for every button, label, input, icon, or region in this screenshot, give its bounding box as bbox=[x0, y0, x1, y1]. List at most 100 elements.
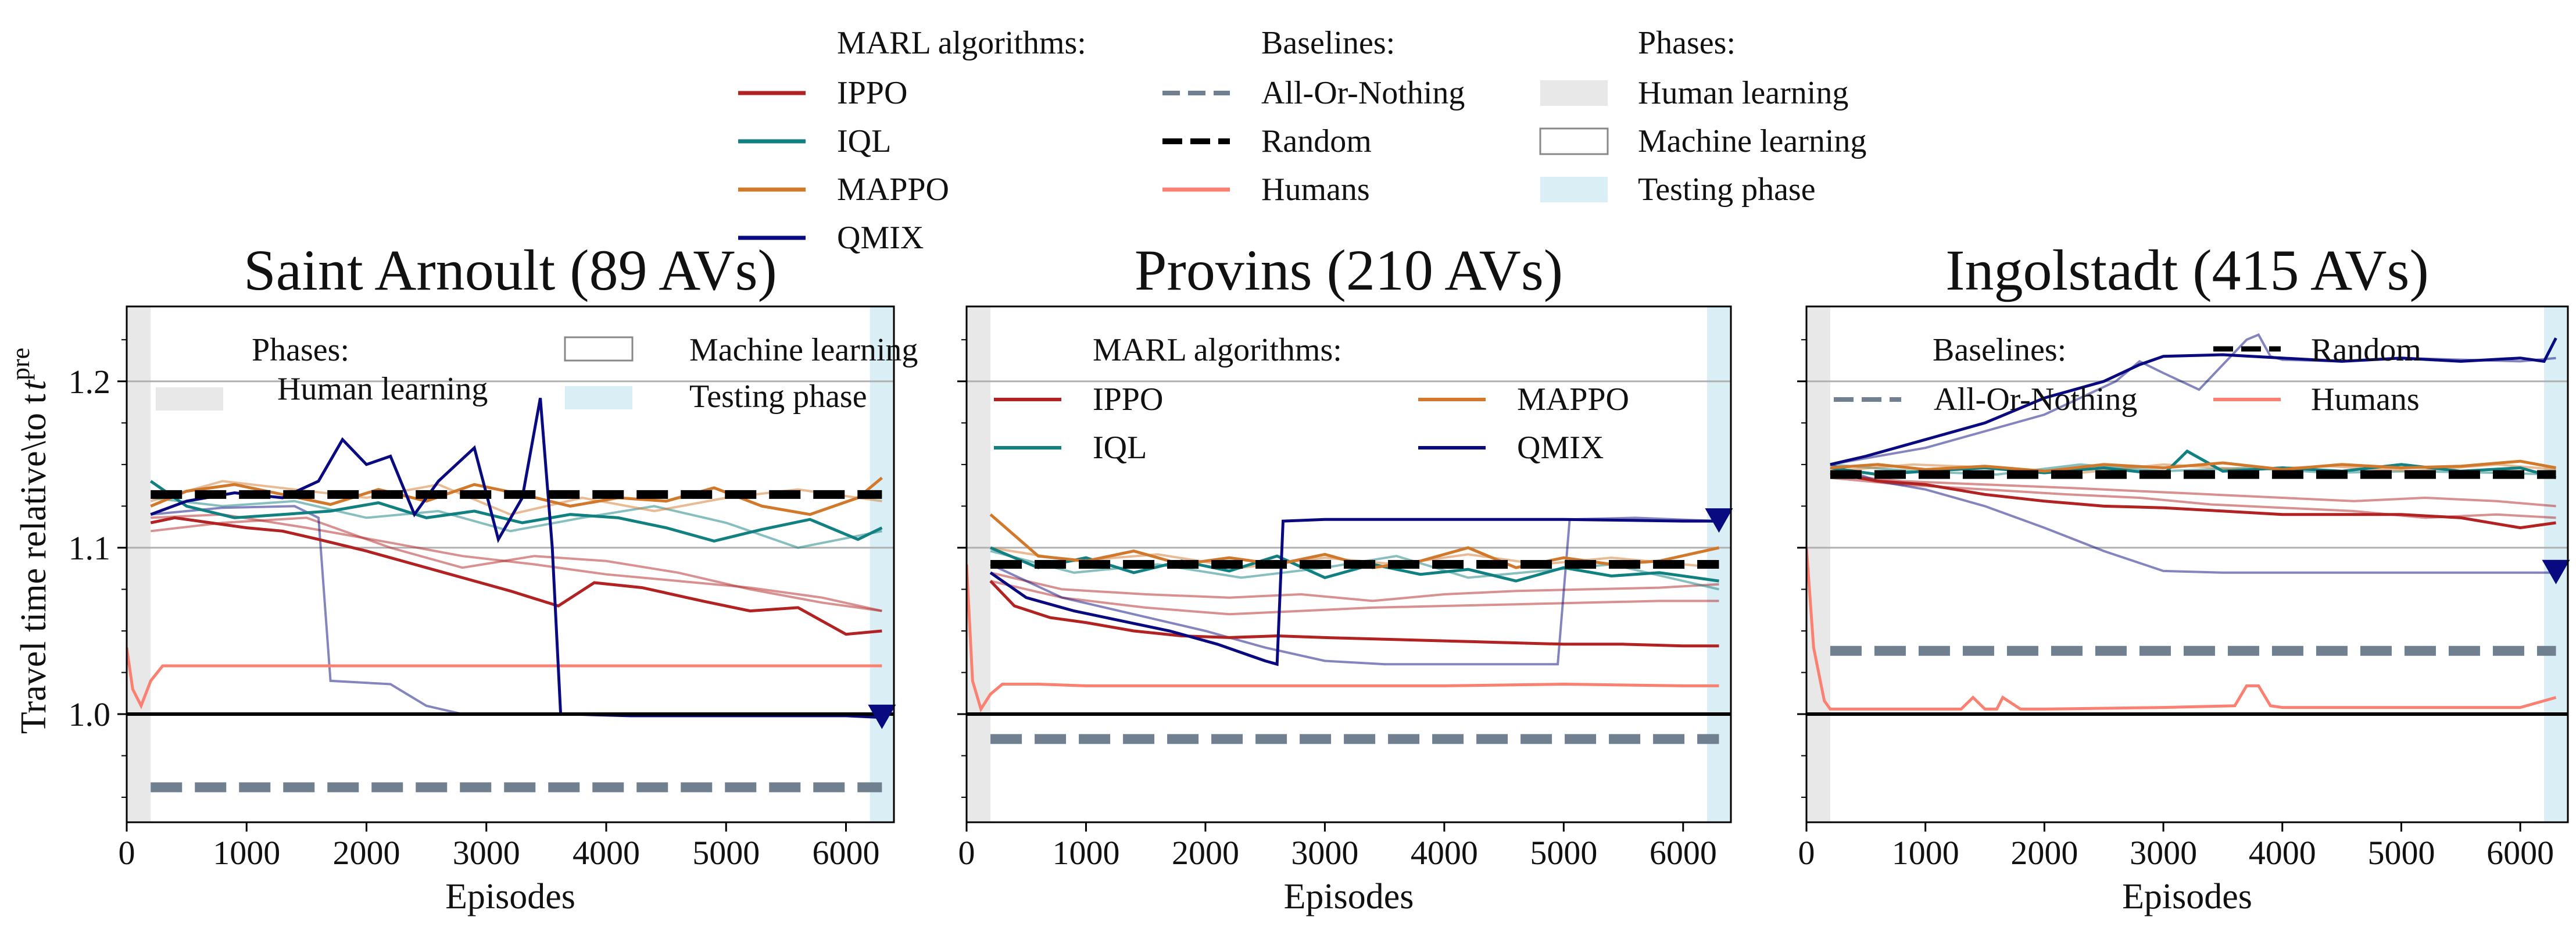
x-tick-label: 4000 bbox=[2249, 834, 2316, 872]
inset-swatch-machine-learning bbox=[564, 336, 634, 362]
x-tick-label: 3000 bbox=[2130, 834, 2197, 872]
legend-swatch-machine-learning bbox=[1539, 127, 1609, 155]
series-line-humans bbox=[967, 564, 1719, 713]
legend-group-title: Phases: bbox=[1638, 25, 1736, 61]
x-axis-title: Episodes bbox=[2122, 877, 2252, 916]
chart-panel-1: Phases:Human learning Machine learning Tes… bbox=[69, 238, 918, 916]
inset-swatch-testing-phase bbox=[565, 386, 632, 409]
inset-legend-label: MAPPO bbox=[1517, 381, 1629, 418]
phase-human-learning bbox=[967, 306, 991, 822]
y-axis-label-italic-t: t bbox=[14, 379, 53, 390]
inset-legend-title: MARL algorithms: bbox=[1093, 332, 1342, 368]
faint-run-qmix bbox=[1830, 463, 2556, 574]
series-line-humans bbox=[1806, 547, 2557, 711]
panel-title: Ingolstadt (415 AVs) bbox=[1945, 238, 2429, 302]
qmix-test-marker bbox=[868, 704, 896, 729]
plot-area bbox=[1806, 306, 2568, 822]
inset-legend-label: Random bbox=[2311, 332, 2421, 368]
x-tick-label: 3000 bbox=[453, 834, 520, 872]
y-tick-label: 1.1 bbox=[69, 529, 111, 567]
axes-frame bbox=[965, 305, 1732, 823]
legend-label: Testing phase bbox=[1638, 172, 1816, 208]
inset-legend: MARL algorithms: IPPO IQL MAPPO QMIX bbox=[994, 332, 1629, 466]
x-axis-title: Episodes bbox=[445, 877, 575, 916]
x-tick-label: 5000 bbox=[1530, 834, 1597, 872]
faint-run-ippo bbox=[1830, 473, 2556, 508]
x-tick-label: 5000 bbox=[2367, 834, 2435, 872]
series-line-mappo bbox=[1830, 459, 2556, 473]
series-line-qmix bbox=[1830, 337, 2557, 466]
legend-group-1: MARL algorithms: IPPO IQL MAPPO QMIX bbox=[738, 25, 1086, 256]
x-tick-label: 6000 bbox=[1650, 834, 1717, 872]
chart-panel-3: Baselines: Random All-Or-Nothing Humans 0 100… bbox=[1797, 238, 2570, 916]
legend-swatch-testing-phase bbox=[1540, 177, 1608, 202]
series-line-humans bbox=[127, 647, 882, 709]
legend-group-3: Phases: Human learning Machine learning Tes… bbox=[1539, 25, 1866, 208]
panel-title: Saint Arnoult (89 AVs) bbox=[244, 238, 777, 302]
legend-label: Machine learning bbox=[1638, 123, 1866, 159]
legend-label: IQL bbox=[837, 123, 891, 159]
y-tick-label: 1.2 bbox=[69, 363, 111, 401]
inset-legend-label: All-Or-Nothing bbox=[1934, 381, 2137, 418]
legend-label: All-Or-Nothing bbox=[1261, 75, 1465, 111]
x-tick-label: 3000 bbox=[1291, 834, 1358, 872]
legend-swatch-human-learning bbox=[1540, 80, 1608, 106]
legend-group-title: MARL algorithms: bbox=[837, 25, 1086, 61]
inset-legend-label: Machine learning bbox=[689, 332, 918, 368]
legend-label: Random bbox=[1261, 123, 1372, 159]
x-tick-label: 1000 bbox=[213, 834, 280, 872]
x-tick-label: 2000 bbox=[2010, 834, 2078, 872]
x-tick-label: 1000 bbox=[1052, 834, 1119, 872]
inset-legend-label: Human learning bbox=[277, 371, 488, 407]
legend-label: MAPPO bbox=[837, 172, 949, 208]
chart-panel-2: MARL algorithms: IPPO IQL MAPPO QMIX 0 1000 200… bbox=[957, 238, 1733, 916]
inset-legend: Baselines: Random All-Or-Nothing Humans bbox=[1834, 332, 2421, 418]
plot-area bbox=[127, 306, 894, 822]
y-tick-label: 1.0 bbox=[69, 695, 111, 733]
x-tick-label: 6000 bbox=[813, 834, 880, 872]
phase-testing bbox=[870, 306, 894, 822]
figure-legend: MARL algorithms: IPPO IQL MAPPO QMIX Baseline… bbox=[738, 25, 1866, 256]
series-line-ippo bbox=[150, 516, 882, 636]
legend-label: QMIX bbox=[837, 220, 924, 256]
inset-swatch-human-learning bbox=[156, 387, 223, 411]
inset-legend: Phases:Human learning Machine learning Tes… bbox=[156, 332, 918, 415]
x-tick-label: 2000 bbox=[333, 834, 400, 872]
chart-panels: Phases:Human learning Machine learning Tes… bbox=[69, 238, 2570, 916]
inset-legend-label: Testing phase bbox=[689, 379, 867, 415]
x-tick-label: 1000 bbox=[1892, 834, 1959, 872]
panel-title: Provins (210 AVs) bbox=[1135, 238, 1563, 302]
legend-label: Human learning bbox=[1638, 75, 1848, 111]
faint-run-ippo bbox=[151, 516, 882, 612]
x-tick-label: 6000 bbox=[2486, 834, 2554, 872]
x-tick-label: 0 bbox=[1798, 834, 1815, 872]
axes-frame bbox=[1805, 305, 2569, 823]
legend-group-2: Baselines: All-Or-Nothing Random Humans bbox=[1162, 25, 1465, 208]
x-tick-label: 0 bbox=[958, 834, 975, 872]
x-tick-label: 0 bbox=[119, 834, 135, 872]
axes-frame bbox=[126, 305, 895, 823]
series-line-qmix bbox=[150, 397, 882, 719]
x-tick-label: 4000 bbox=[1411, 834, 1478, 872]
y-axis-label: Travel time relative\to t tpre bbox=[6, 348, 53, 734]
faint-run-mappo bbox=[1830, 463, 2556, 475]
series-line-ippo bbox=[1830, 471, 2556, 530]
inset-legend-title: Baselines: bbox=[1933, 332, 2066, 368]
inset-legend-label: IPPO bbox=[1093, 381, 1163, 418]
series-line-qmix bbox=[989, 518, 1719, 666]
legend-group-title: Baselines: bbox=[1261, 25, 1395, 61]
faint-run-ippo bbox=[151, 513, 882, 612]
x-tick-label: 5000 bbox=[692, 834, 760, 872]
legend-label: IPPO bbox=[837, 75, 907, 111]
phase-human-learning bbox=[1806, 306, 1830, 822]
x-tick-label: 4000 bbox=[573, 834, 640, 872]
faint-run-ippo bbox=[990, 580, 1719, 616]
legend-label: Humans bbox=[1261, 172, 1370, 208]
inset-legend-label: Humans bbox=[2311, 381, 2420, 418]
series-line-iql bbox=[1830, 449, 2557, 480]
inset-legend-label: IQL bbox=[1093, 430, 1147, 466]
y-axis-label-sup: pre bbox=[6, 348, 35, 380]
x-axis-title: Episodes bbox=[1284, 877, 1414, 916]
series-line-ippo bbox=[989, 580, 1719, 648]
y-axis-label-main: Travel time relative\to t bbox=[14, 394, 53, 734]
